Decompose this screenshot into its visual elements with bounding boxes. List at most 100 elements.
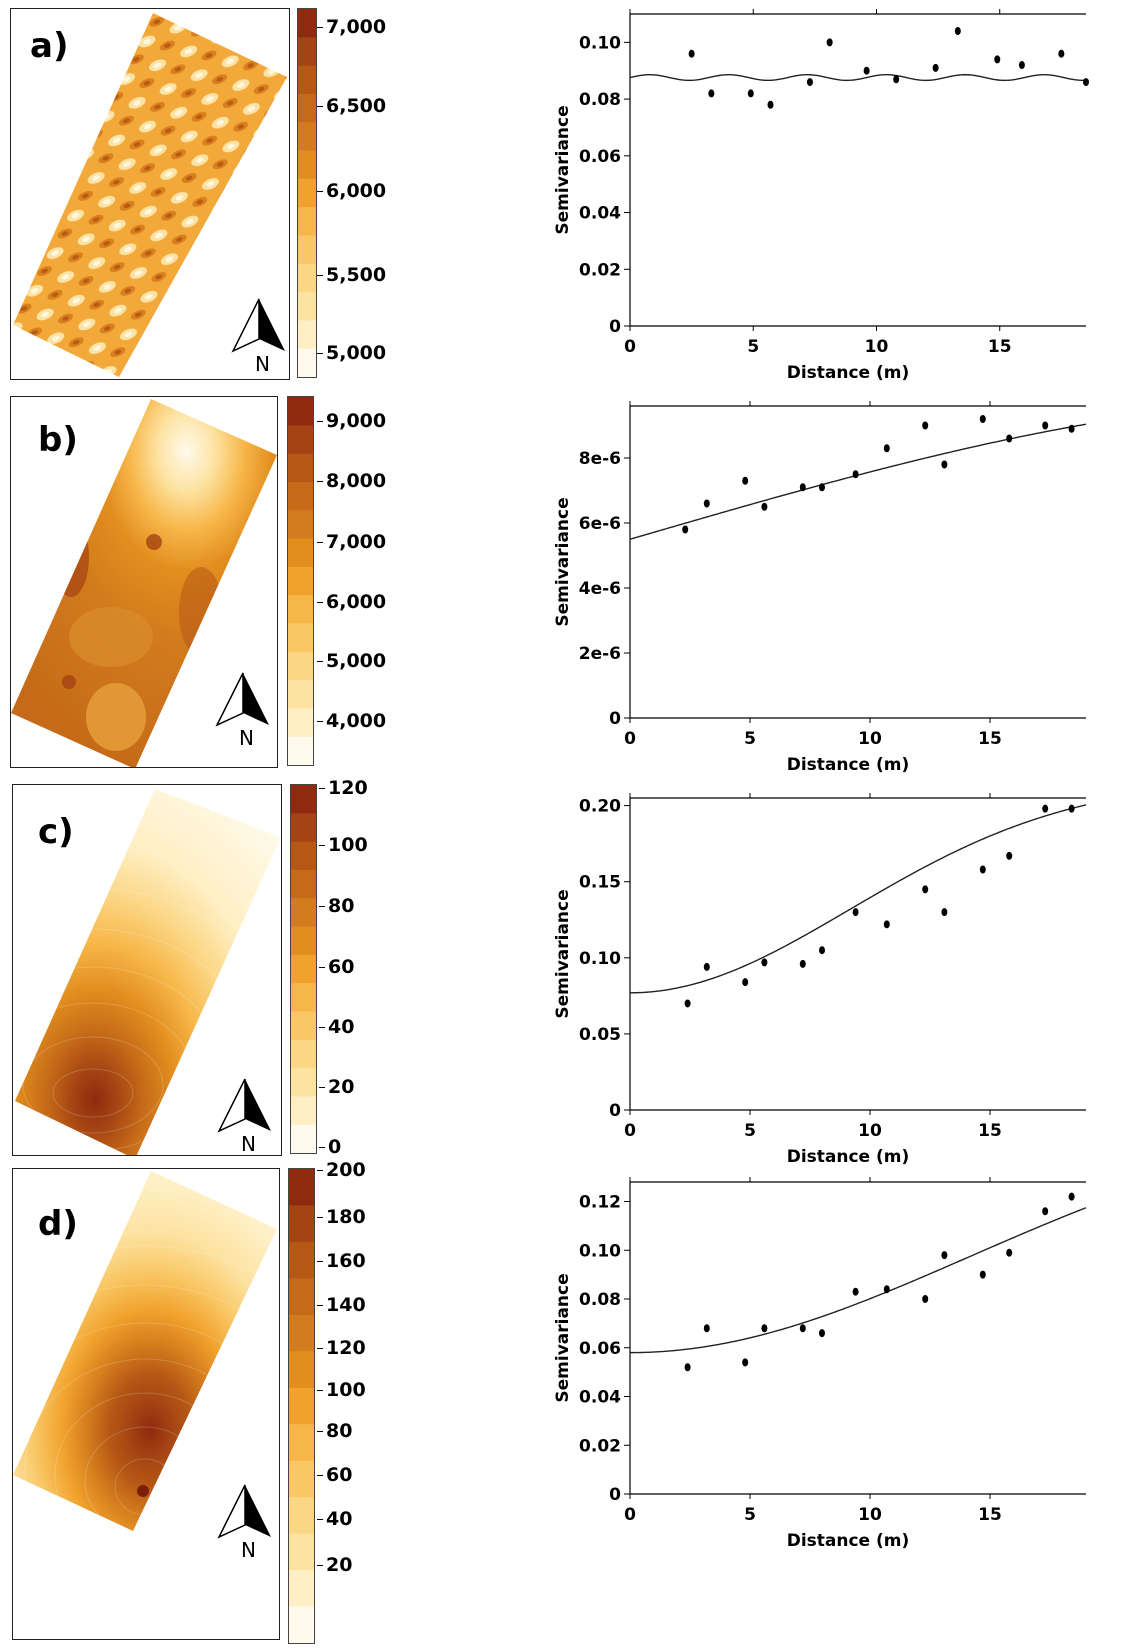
y-tick-label: 0.20: [579, 797, 621, 817]
semivariance-point: [806, 78, 813, 87]
x-tick-label: 0: [624, 729, 636, 749]
colorbar-tick: 20: [316, 1554, 353, 1576]
semivariance-point: [941, 460, 948, 469]
semivariance-point: [1068, 804, 1075, 813]
colorbar-step: [288, 736, 313, 766]
colorbar-step: [291, 1011, 316, 1041]
colorbar-step: [288, 708, 313, 738]
panel-d: N d) 200 180 160 140 120 100 80 60 40 20…: [0, 1159, 1139, 1644]
x-tick-label: 5: [744, 729, 756, 749]
semivariance-point: [767, 100, 774, 109]
north-arrow-d: N: [217, 1484, 271, 1562]
y-axis-label: Semivariance: [553, 497, 573, 626]
semivariance-point: [819, 946, 825, 955]
y-tick-label: 0.06: [579, 1339, 621, 1359]
semivariance-point: [1058, 49, 1065, 58]
map-frame-d: N: [12, 1168, 280, 1640]
interpolation-map-d: N: [13, 1171, 277, 1562]
x-tick-label: 15: [978, 1121, 1002, 1141]
semivariance-point: [863, 66, 870, 75]
variogram-chart-b: 0 5 10 15 0 2e-6 4e-6 6e-6 8e-6 Distance (m) Semiv…: [553, 401, 1087, 775]
colorbar-step: [298, 263, 316, 293]
colorbar-step: [288, 453, 313, 483]
semivariance-point: [684, 999, 691, 1008]
panel-b: N b) 9,000 8,000 7,000 6,000 5,000 4,000…: [0, 392, 1139, 784]
y-tick-label: 2e-6: [579, 644, 621, 664]
semivariance-point: [1068, 424, 1075, 433]
colorbar-b: [287, 396, 314, 766]
variogram-chart-c: 0 5 10 15 0 0.05 0.10 0.15 0.20 Distance (m) Semiv…: [553, 793, 1087, 1167]
y-tick-label: 4e-6: [579, 579, 621, 599]
semivariance-point: [761, 958, 768, 967]
colorbar-step: [288, 651, 313, 681]
x-tick-label: 15: [988, 337, 1012, 357]
field-polygon-a: [13, 13, 287, 377]
panel-a: N a) 7,000 6,500 6,000 5,500 5,000 0 5 10 1…: [0, 0, 1139, 392]
colorbar-step: [291, 841, 316, 871]
y-tick-label: 0: [609, 709, 621, 729]
colorbar-step: [288, 425, 313, 455]
y-tick-label: 0.02: [579, 1436, 621, 1456]
interpolation-map-b: N: [11, 399, 277, 767]
x-tick-label: 10: [865, 337, 889, 357]
semivariance-point: [747, 89, 754, 98]
x-tick-label: 10: [858, 1505, 882, 1525]
interpolation-map-a: N: [13, 13, 287, 377]
x-tick-label: 5: [744, 1505, 756, 1525]
colorbar-tick: 5,000: [316, 342, 387, 364]
colorbar-step: [291, 1124, 316, 1154]
x-tick-label: 15: [978, 729, 1002, 749]
colorbar-a: [297, 8, 317, 378]
colorbar-step: [289, 1497, 314, 1535]
colorbar-tick: 7,000: [316, 531, 387, 553]
semivariance-point: [852, 1287, 859, 1296]
map-frame-b: N: [10, 396, 278, 768]
colorbar-step: [291, 869, 316, 899]
colorbar-step: [298, 207, 316, 237]
semivariance-point: [703, 962, 710, 971]
colorbar-step: [289, 1241, 314, 1279]
colorbar-step: [289, 1533, 314, 1571]
semivariance-point: [852, 470, 859, 479]
x-tick-label: 0: [624, 337, 636, 357]
y-tick-label: 0.06: [579, 147, 621, 167]
north-arrow-c: N: [217, 1078, 271, 1155]
colorbar-step: [298, 93, 316, 123]
colorbar-step: [288, 623, 313, 653]
semivariance-point: [742, 978, 749, 987]
y-tick-label: 0.04: [579, 1388, 621, 1408]
semivariance-point: [684, 1363, 691, 1372]
colorbar-step: [289, 1606, 314, 1644]
colorbar-step: [298, 9, 316, 38]
semivariance-point: [742, 476, 749, 485]
y-tick-label: 0.08: [579, 1290, 621, 1310]
semivariance-point: [883, 1285, 890, 1294]
y-tick-label: 0: [609, 317, 621, 337]
colorbar-step: [288, 680, 313, 709]
colorbar-step: [289, 1424, 314, 1462]
y-axis-label: Semivariance: [553, 105, 573, 234]
y-tick-label: 6e-6: [579, 514, 621, 534]
x-axis-label: Distance (m): [787, 1147, 910, 1167]
colorbar-step: [291, 954, 316, 984]
colorbar-tick: 60: [316, 1464, 353, 1486]
colorbar-tick: 140: [317, 1294, 366, 1316]
colorbar-tick: 7,000: [316, 16, 387, 38]
semivariance-point: [1042, 421, 1049, 430]
y-tick-label: 0.10: [579, 949, 621, 969]
north-arrow-b: N: [215, 672, 269, 750]
colorbar-step: [289, 1460, 314, 1498]
y-tick-label: 8e-6: [579, 449, 621, 469]
colorbar-d: [288, 1168, 315, 1644]
semivariance-point: [1042, 1207, 1049, 1216]
semivariance-point: [979, 865, 986, 874]
semivariance-point: [1083, 78, 1089, 87]
colorbar-b-gradient: [288, 397, 313, 766]
semivariance-point: [883, 444, 890, 453]
x-tick-label: 0: [624, 1505, 636, 1525]
colorbar-tick: 40: [316, 1508, 353, 1530]
colorbar-d-gradient: [289, 1169, 314, 1644]
semivariance-point: [852, 908, 859, 917]
semivariance-point: [1042, 804, 1049, 813]
colorbar-tick: 8,000: [316, 470, 387, 492]
